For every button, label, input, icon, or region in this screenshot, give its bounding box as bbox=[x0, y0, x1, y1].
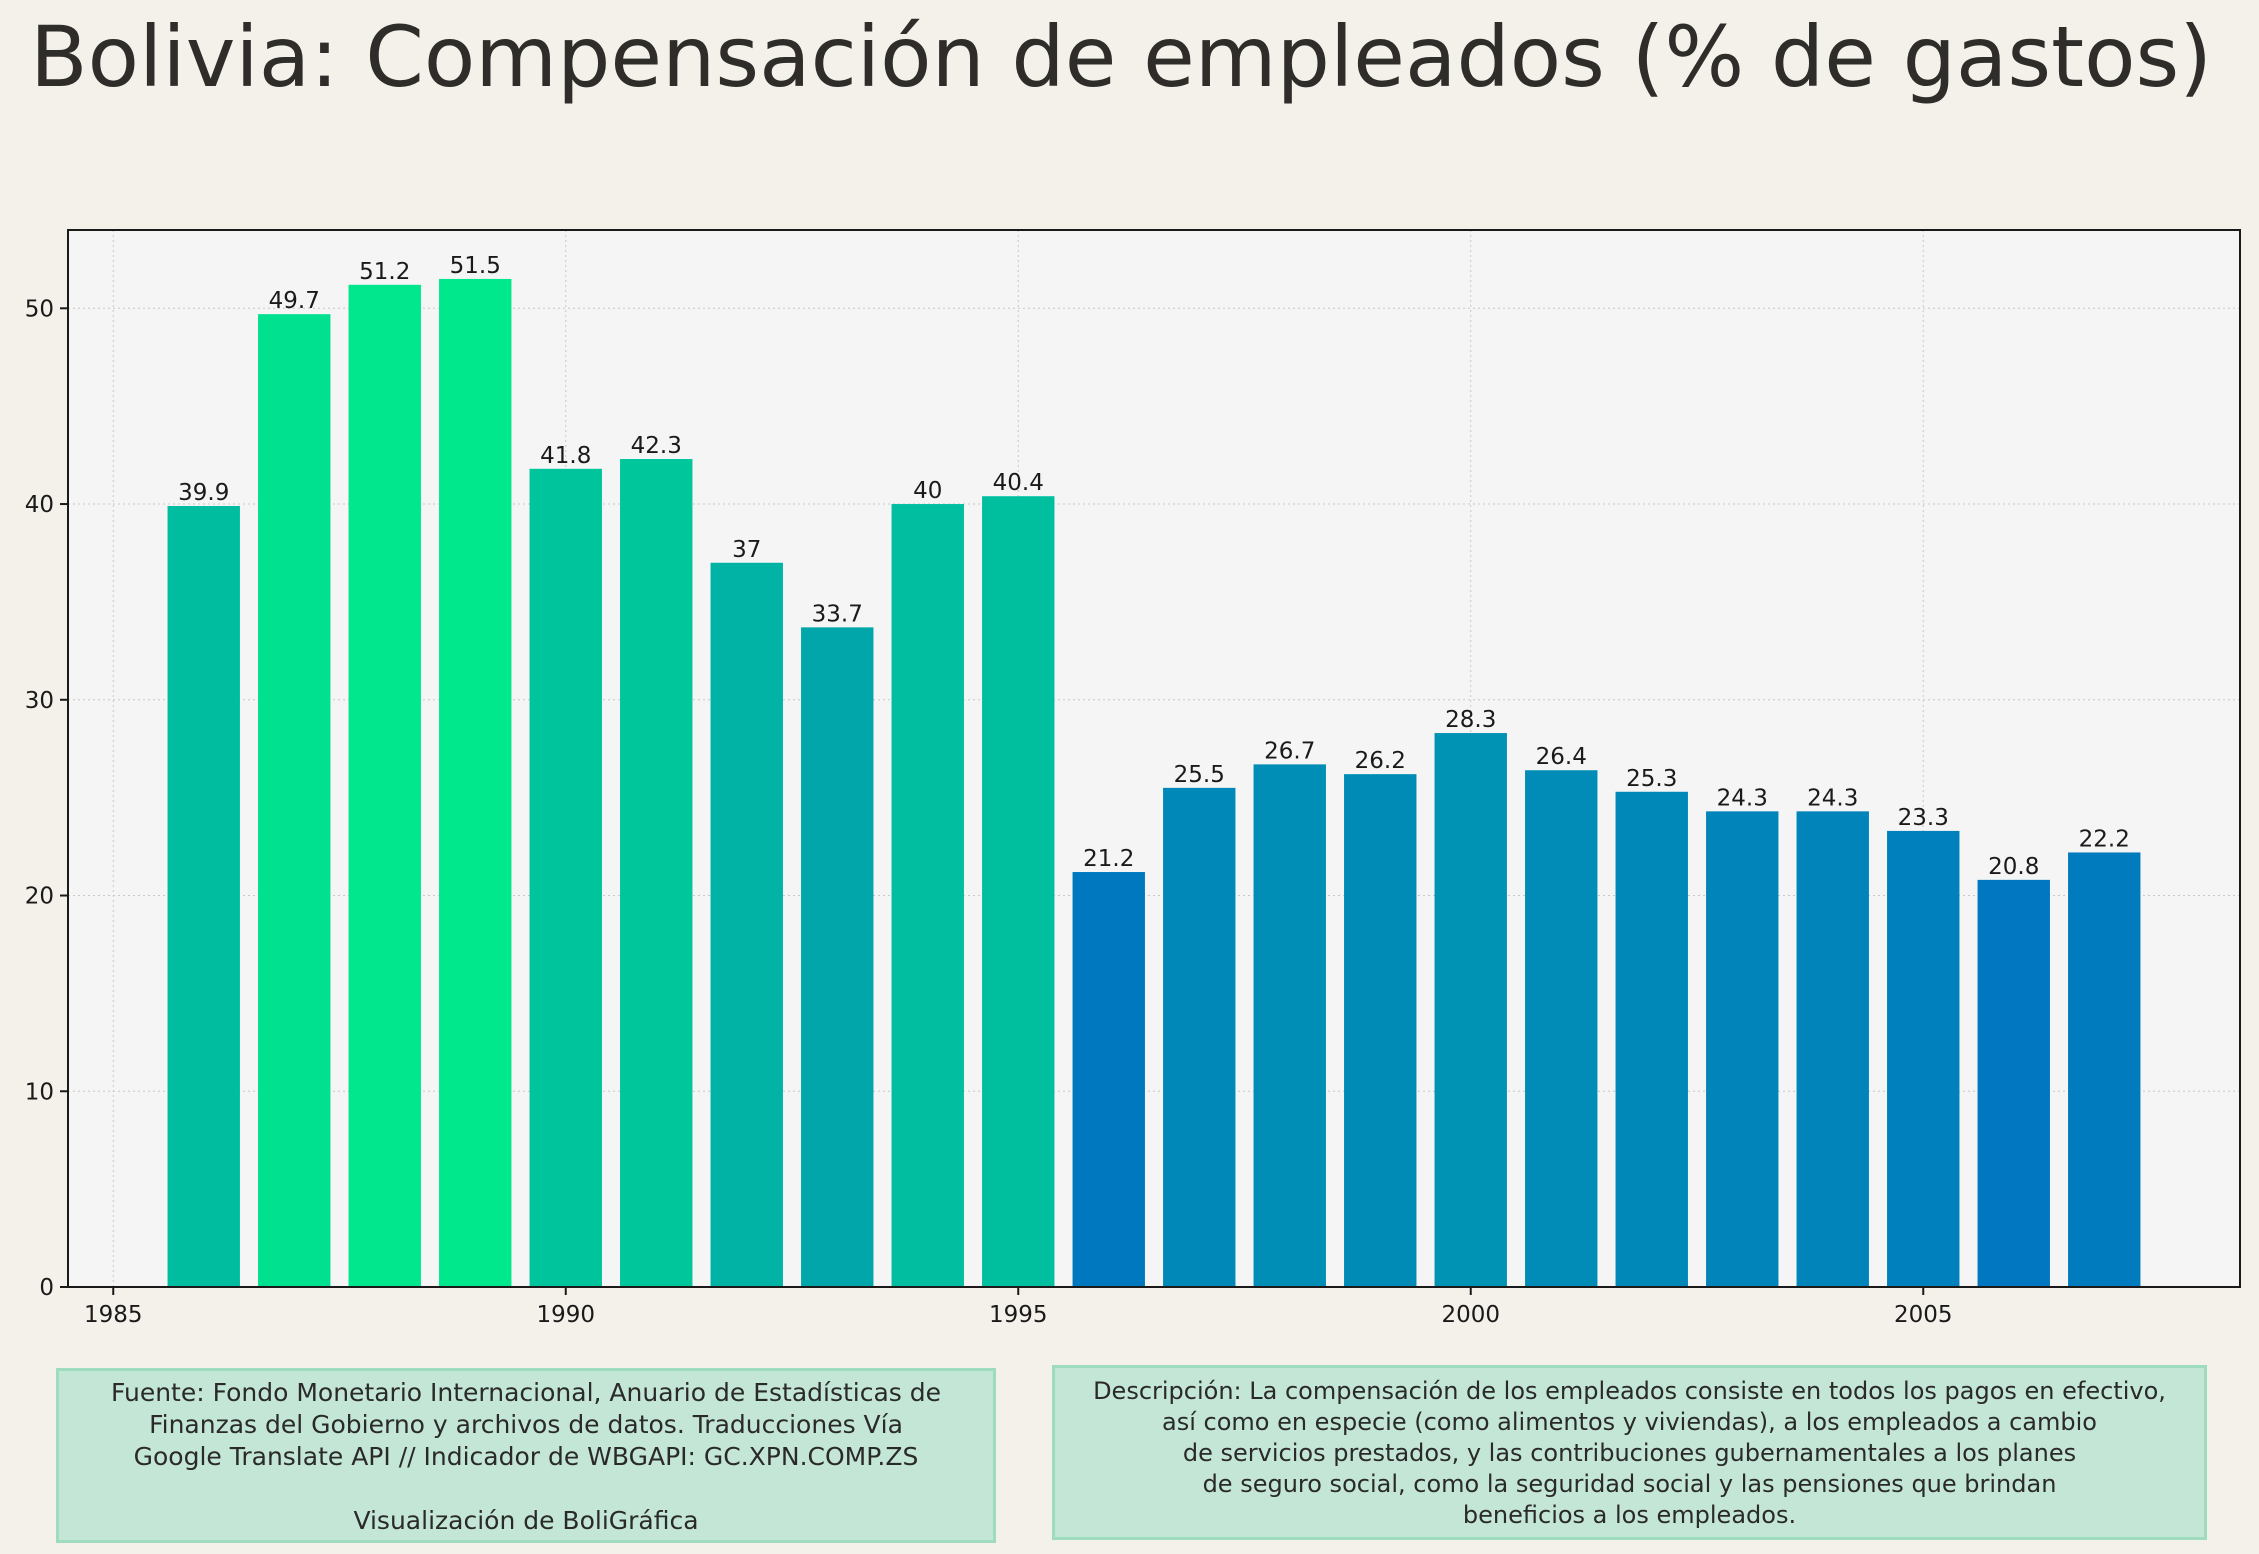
bar-value-label: 41.8 bbox=[540, 443, 591, 469]
bar-value-label: 26.7 bbox=[1264, 738, 1315, 764]
bar-value-label: 40.4 bbox=[993, 470, 1044, 496]
bar bbox=[1163, 787, 1236, 1287]
bar bbox=[167, 505, 240, 1287]
bar bbox=[529, 468, 602, 1287]
bar-value-label: 26.2 bbox=[1355, 748, 1406, 774]
bar-value-label: 37 bbox=[732, 537, 761, 563]
bar bbox=[982, 496, 1055, 1287]
source-line: Google Translate API // Indicador de WBG… bbox=[133, 1442, 919, 1471]
bar bbox=[1796, 811, 1869, 1287]
description-line: así como en especie (como alimentos y vi… bbox=[1162, 1408, 2097, 1436]
bar bbox=[801, 627, 874, 1287]
bar bbox=[258, 314, 331, 1287]
bar bbox=[1615, 791, 1688, 1287]
bar-value-label: 33.7 bbox=[812, 601, 863, 627]
bar bbox=[1977, 879, 2050, 1287]
bar bbox=[2068, 852, 2141, 1287]
bar-value-label: 25.3 bbox=[1626, 766, 1677, 792]
bar-value-label: 21.2 bbox=[1083, 846, 1134, 872]
bar-value-label: 39.9 bbox=[178, 480, 229, 506]
bar bbox=[1706, 811, 1779, 1287]
bar-value-label: 25.5 bbox=[1174, 762, 1225, 788]
x-tick-label: 1985 bbox=[84, 1302, 143, 1328]
x-tick-label: 2005 bbox=[1894, 1302, 1953, 1328]
x-tick-label: 2000 bbox=[1441, 1302, 1500, 1328]
bar-value-label: 20.8 bbox=[1988, 854, 2039, 880]
bar-value-label: 26.4 bbox=[1536, 744, 1587, 770]
y-tick-label: 50 bbox=[25, 296, 54, 322]
bar bbox=[1344, 774, 1417, 1287]
bar-value-label: 24.3 bbox=[1717, 785, 1768, 811]
y-tick-label: 40 bbox=[25, 492, 54, 518]
bar-labels: 39.9 49.7 51.2 51.5 41.8 42.3 37 33.7 40 40.4 21.2… bbox=[178, 253, 2130, 880]
source-line: Finanzas del Gobierno y archivos de dato… bbox=[149, 1410, 903, 1439]
bar bbox=[1253, 764, 1326, 1287]
bar bbox=[891, 504, 964, 1287]
description-line: Descripción: La compensación de los empl… bbox=[1093, 1377, 2166, 1405]
bar-value-label: 51.5 bbox=[450, 253, 501, 279]
description-line: beneficios a los empleados. bbox=[1462, 1501, 1797, 1529]
description-box: Descripción: La compensación de los empl… bbox=[1052, 1365, 2207, 1540]
bar-value-label: 40 bbox=[913, 478, 942, 504]
bars bbox=[167, 278, 2141, 1288]
bar-value-label: 42.3 bbox=[631, 433, 682, 459]
plot-area bbox=[68, 230, 2240, 1287]
bar bbox=[1434, 733, 1507, 1287]
bar bbox=[348, 284, 421, 1288]
bar-value-label: 22.2 bbox=[2079, 826, 2130, 852]
bar bbox=[710, 562, 783, 1287]
x-tick-label: 1995 bbox=[989, 1302, 1048, 1328]
bar bbox=[1525, 770, 1598, 1287]
plot-frame bbox=[67, 229, 2241, 1288]
y-tick-label: 30 bbox=[25, 688, 54, 714]
source-line: Fuente: Fondo Monetario Internacional, A… bbox=[110, 1378, 942, 1407]
source-box: Fuente: Fondo Monetario Internacional, A… bbox=[56, 1368, 996, 1543]
bar bbox=[1072, 872, 1145, 1287]
bar-value-label: 24.3 bbox=[1807, 785, 1858, 811]
bar bbox=[620, 459, 693, 1287]
bar-value-label: 51.2 bbox=[359, 259, 410, 285]
x-tick-label: 1990 bbox=[536, 1302, 595, 1328]
chart-title: Bolivia: Compensación de empleados (% de… bbox=[30, 8, 2213, 106]
y-tick-label: 10 bbox=[25, 1079, 54, 1105]
bar bbox=[439, 278, 512, 1287]
bar-value-label: 23.3 bbox=[1898, 805, 1949, 831]
description-line: de seguro social, como la seguridad soci… bbox=[1202, 1470, 2057, 1498]
bar-value-label: 28.3 bbox=[1445, 707, 1496, 733]
description-line: de servicios prestados, y las contribuci… bbox=[1182, 1439, 2077, 1467]
axes: 0 10 20 30 40 50 1985 1990 1995 2000 2005 bbox=[25, 296, 1953, 1328]
bar bbox=[1887, 830, 1960, 1287]
y-tick-label: 0 bbox=[39, 1275, 54, 1301]
credit-line: Visualización de BoliGráfica bbox=[353, 1506, 699, 1535]
bar-value-label: 49.7 bbox=[269, 288, 320, 314]
y-tick-label: 20 bbox=[25, 884, 54, 910]
